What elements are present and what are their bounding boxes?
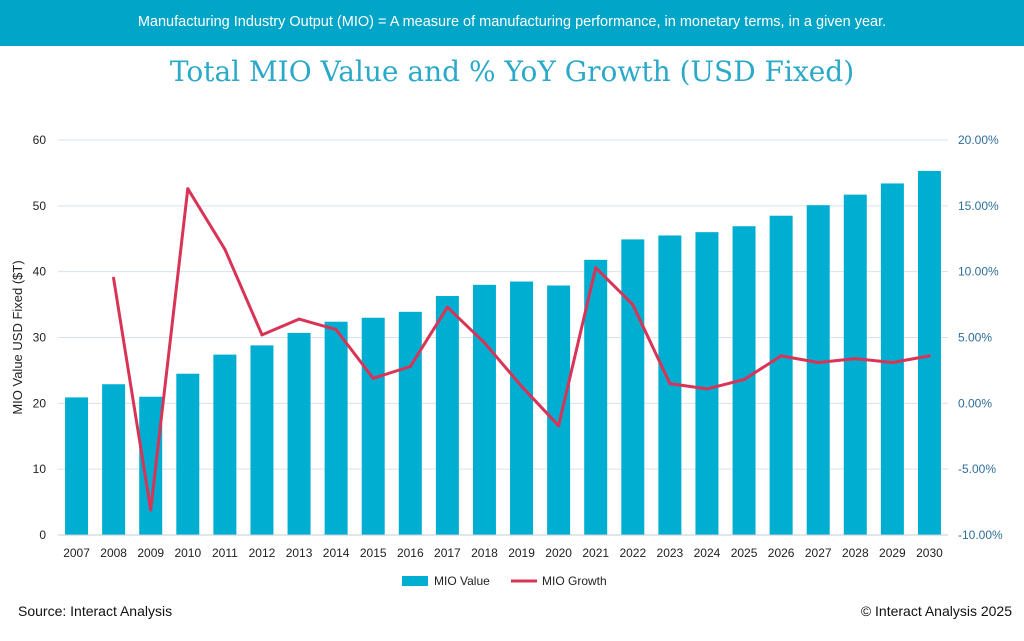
- growth-point: [334, 328, 338, 332]
- legend-swatch-mio-value: [402, 576, 428, 586]
- growth-point: [297, 317, 301, 321]
- bar: [547, 285, 571, 535]
- y-tick-label-left: 20: [33, 396, 47, 410]
- x-tick-label: 2029: [879, 546, 906, 560]
- y-tick-label-right: -10.00%: [958, 528, 1003, 542]
- y-tick-label-right: 20.00%: [958, 133, 999, 147]
- x-tick-label: 2018: [471, 546, 498, 560]
- bar: [621, 239, 645, 536]
- x-tick-label: 2012: [249, 546, 276, 560]
- x-tick-label: 2030: [916, 546, 943, 560]
- bar: [213, 354, 237, 535]
- y-axis-label: MIO Value USD Fixed ($T): [10, 260, 25, 414]
- growth-point: [482, 341, 486, 345]
- y-tick-label-right: 15.00%: [958, 199, 999, 213]
- x-tick-label: 2021: [582, 546, 609, 560]
- x-tick-label: 2013: [286, 546, 313, 560]
- legend-label-mio-value: MIO Value: [434, 574, 490, 588]
- growth-point: [445, 305, 449, 309]
- x-tick-label: 2022: [619, 546, 646, 560]
- growth-point: [371, 376, 375, 380]
- growth-point: [890, 361, 894, 365]
- x-tick-label: 2027: [805, 546, 832, 560]
- x-tick-label: 2026: [768, 546, 795, 560]
- bar: [324, 321, 348, 535]
- x-tick-label: 2020: [545, 546, 572, 560]
- x-tick-label: 2019: [508, 546, 535, 560]
- bar: [658, 235, 682, 536]
- growth-point: [631, 303, 635, 307]
- bar: [584, 259, 608, 535]
- x-tick-label: 2024: [694, 546, 721, 560]
- bar: [250, 345, 274, 535]
- bar: [695, 232, 719, 535]
- growth-point: [668, 382, 672, 386]
- y-tick-label-left: 10: [33, 462, 47, 476]
- bar: [65, 397, 89, 535]
- growth-point: [149, 508, 153, 512]
- growth-point: [816, 361, 820, 365]
- growth-point: [408, 364, 412, 368]
- bar: [843, 194, 867, 535]
- y-tick-label-left: 0: [39, 528, 46, 542]
- definition-banner: Manufacturing Industry Output (MIO) = A …: [0, 0, 1024, 46]
- y-tick-label-right: 0.00%: [958, 396, 992, 410]
- x-tick-label: 2023: [657, 546, 684, 560]
- growth-point: [742, 378, 746, 382]
- x-tick-label: 2007: [63, 546, 90, 560]
- bar: [880, 183, 904, 535]
- growth-point: [112, 276, 116, 280]
- bar: [917, 170, 941, 536]
- x-tick-label: 2010: [174, 546, 201, 560]
- growth-point: [705, 387, 709, 391]
- legend-label-mio-growth: MIO Growth: [542, 574, 607, 588]
- bar: [102, 384, 126, 535]
- x-tick-label: 2014: [323, 546, 350, 560]
- bar: [398, 311, 422, 535]
- bar: [139, 396, 163, 535]
- y-tick-label-right: 10.00%: [958, 265, 999, 279]
- x-tick-label: 2015: [360, 546, 387, 560]
- y-tick-label-right: 5.00%: [958, 331, 992, 345]
- bar: [435, 296, 459, 535]
- x-tick-label: 2016: [397, 546, 424, 560]
- x-tick-label: 2009: [137, 546, 164, 560]
- growth-point: [260, 333, 264, 337]
- bar: [176, 373, 200, 535]
- y-tick-label-left: 60: [33, 133, 47, 147]
- y-tick-label-right: -5.00%: [958, 462, 996, 476]
- x-tick-label: 2008: [100, 546, 127, 560]
- x-tick-label: 2025: [731, 546, 758, 560]
- growth-point: [186, 187, 190, 191]
- source-note: Source: Interact Analysis: [18, 603, 173, 619]
- x-tick-label: 2028: [842, 546, 869, 560]
- growth-point: [594, 266, 598, 270]
- growth-point: [520, 384, 524, 388]
- bar: [472, 284, 496, 535]
- banner-text: Manufacturing Industry Output (MIO) = A …: [137, 14, 887, 30]
- x-tick-label: 2017: [434, 546, 461, 560]
- copyright-note: © Interact Analysis 2025: [860, 603, 1012, 619]
- bar: [769, 215, 793, 536]
- bar: [806, 205, 830, 536]
- x-tick-label: 2011: [212, 546, 238, 560]
- chart-title: Total MIO Value and % YoY Growth (USD Fi…: [169, 55, 855, 88]
- growth-point: [557, 424, 561, 428]
- growth-point: [853, 357, 857, 361]
- bar: [510, 281, 534, 535]
- y-tick-label-left: 50: [33, 199, 47, 213]
- y-tick-label-left: 40: [33, 265, 47, 279]
- growth-point: [779, 354, 783, 358]
- y-tick-label-left: 30: [33, 331, 47, 345]
- bar: [361, 317, 385, 535]
- bar: [287, 332, 311, 535]
- growth-point: [223, 247, 227, 251]
- growth-point: [927, 354, 931, 358]
